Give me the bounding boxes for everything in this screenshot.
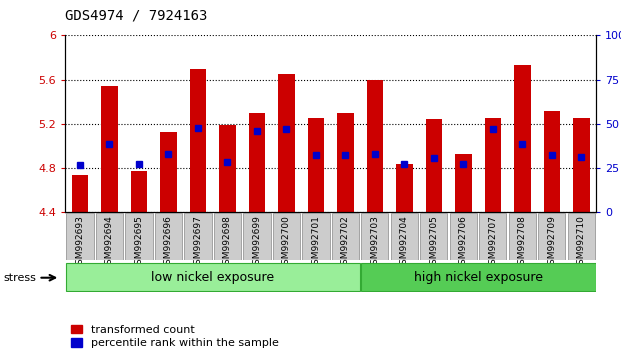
FancyBboxPatch shape (214, 213, 241, 260)
FancyBboxPatch shape (125, 213, 153, 260)
FancyBboxPatch shape (302, 213, 330, 260)
FancyBboxPatch shape (361, 213, 389, 260)
Legend: transformed count, percentile rank within the sample: transformed count, percentile rank withi… (71, 325, 279, 348)
Text: GSM992693: GSM992693 (76, 215, 84, 270)
FancyBboxPatch shape (243, 213, 271, 260)
Text: GSM992710: GSM992710 (577, 215, 586, 270)
FancyBboxPatch shape (361, 263, 596, 291)
Text: GDS4974 / 7924163: GDS4974 / 7924163 (65, 9, 207, 23)
FancyBboxPatch shape (66, 263, 360, 291)
FancyBboxPatch shape (420, 213, 448, 260)
Text: GSM992706: GSM992706 (459, 215, 468, 270)
Bar (485, 118, 501, 212)
FancyBboxPatch shape (479, 213, 507, 260)
Bar (278, 74, 294, 212)
Text: GSM992703: GSM992703 (371, 215, 379, 270)
Bar (544, 110, 560, 212)
Text: GSM992708: GSM992708 (518, 215, 527, 270)
Bar (131, 171, 147, 212)
Text: GSM992707: GSM992707 (489, 215, 497, 270)
Bar (219, 125, 235, 212)
Bar (160, 132, 176, 212)
Bar (573, 118, 589, 212)
Text: GSM992702: GSM992702 (341, 215, 350, 270)
Text: GSM992704: GSM992704 (400, 215, 409, 270)
Text: low nickel exposure: low nickel exposure (151, 270, 274, 284)
Bar (337, 113, 353, 212)
FancyBboxPatch shape (509, 213, 536, 260)
Text: GSM992709: GSM992709 (548, 215, 556, 270)
Bar (190, 69, 206, 212)
FancyBboxPatch shape (273, 213, 300, 260)
FancyBboxPatch shape (391, 213, 418, 260)
Text: GSM992705: GSM992705 (430, 215, 438, 270)
Bar (249, 113, 265, 212)
Bar (455, 154, 471, 212)
Bar (101, 86, 117, 212)
Text: GSM992694: GSM992694 (105, 215, 114, 270)
Bar (396, 164, 412, 212)
FancyBboxPatch shape (538, 213, 566, 260)
Text: stress: stress (3, 273, 36, 283)
Bar (367, 80, 383, 212)
FancyBboxPatch shape (66, 213, 94, 260)
Text: GSM992695: GSM992695 (135, 215, 143, 270)
FancyBboxPatch shape (184, 213, 212, 260)
Text: GSM992696: GSM992696 (164, 215, 173, 270)
Bar (426, 119, 442, 212)
FancyBboxPatch shape (332, 213, 359, 260)
Text: GSM992701: GSM992701 (312, 215, 320, 270)
Text: high nickel exposure: high nickel exposure (414, 270, 543, 284)
FancyBboxPatch shape (96, 213, 123, 260)
Text: GSM992700: GSM992700 (282, 215, 291, 270)
Text: GSM992699: GSM992699 (253, 215, 261, 270)
Text: GSM992698: GSM992698 (223, 215, 232, 270)
Bar (514, 65, 530, 212)
FancyBboxPatch shape (568, 213, 595, 260)
FancyBboxPatch shape (155, 213, 182, 260)
Bar (72, 175, 88, 212)
FancyBboxPatch shape (450, 213, 477, 260)
Text: GSM992697: GSM992697 (194, 215, 202, 270)
Bar (308, 118, 324, 212)
